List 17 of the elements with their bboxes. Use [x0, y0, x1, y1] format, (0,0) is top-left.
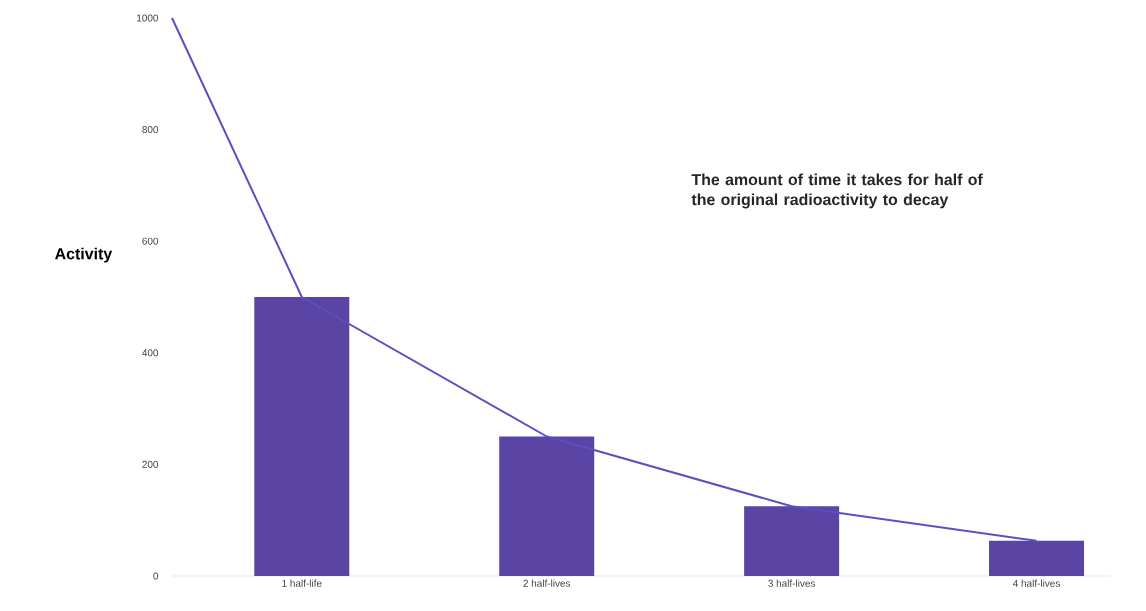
- line-series: [171, 16, 1038, 542]
- y-tick-label: 200: [142, 460, 159, 468]
- bar: [989, 540, 1085, 576]
- x-tick-label: 1 half-life: [282, 579, 322, 587]
- annotation: The amount of time it takes for half of the original radioactivity to decay: [691, 173, 983, 209]
- x-tick-label: 4 half-lives: [1012, 579, 1060, 587]
- y-axis-title: Activity: [55, 247, 113, 263]
- y-tick-label: 600: [142, 237, 159, 245]
- y-tick-label: 800: [142, 126, 159, 134]
- bar: [254, 297, 350, 576]
- x-tick-label: 2 half-lives: [523, 579, 571, 587]
- y-tick-label: 1000: [137, 14, 159, 22]
- x-tick-label: 3 half-lives: [768, 579, 816, 587]
- bar: [499, 436, 595, 576]
- bar: [744, 506, 840, 576]
- y-tick-label: 400: [142, 349, 159, 357]
- y-tick-label: 0: [153, 572, 159, 580]
